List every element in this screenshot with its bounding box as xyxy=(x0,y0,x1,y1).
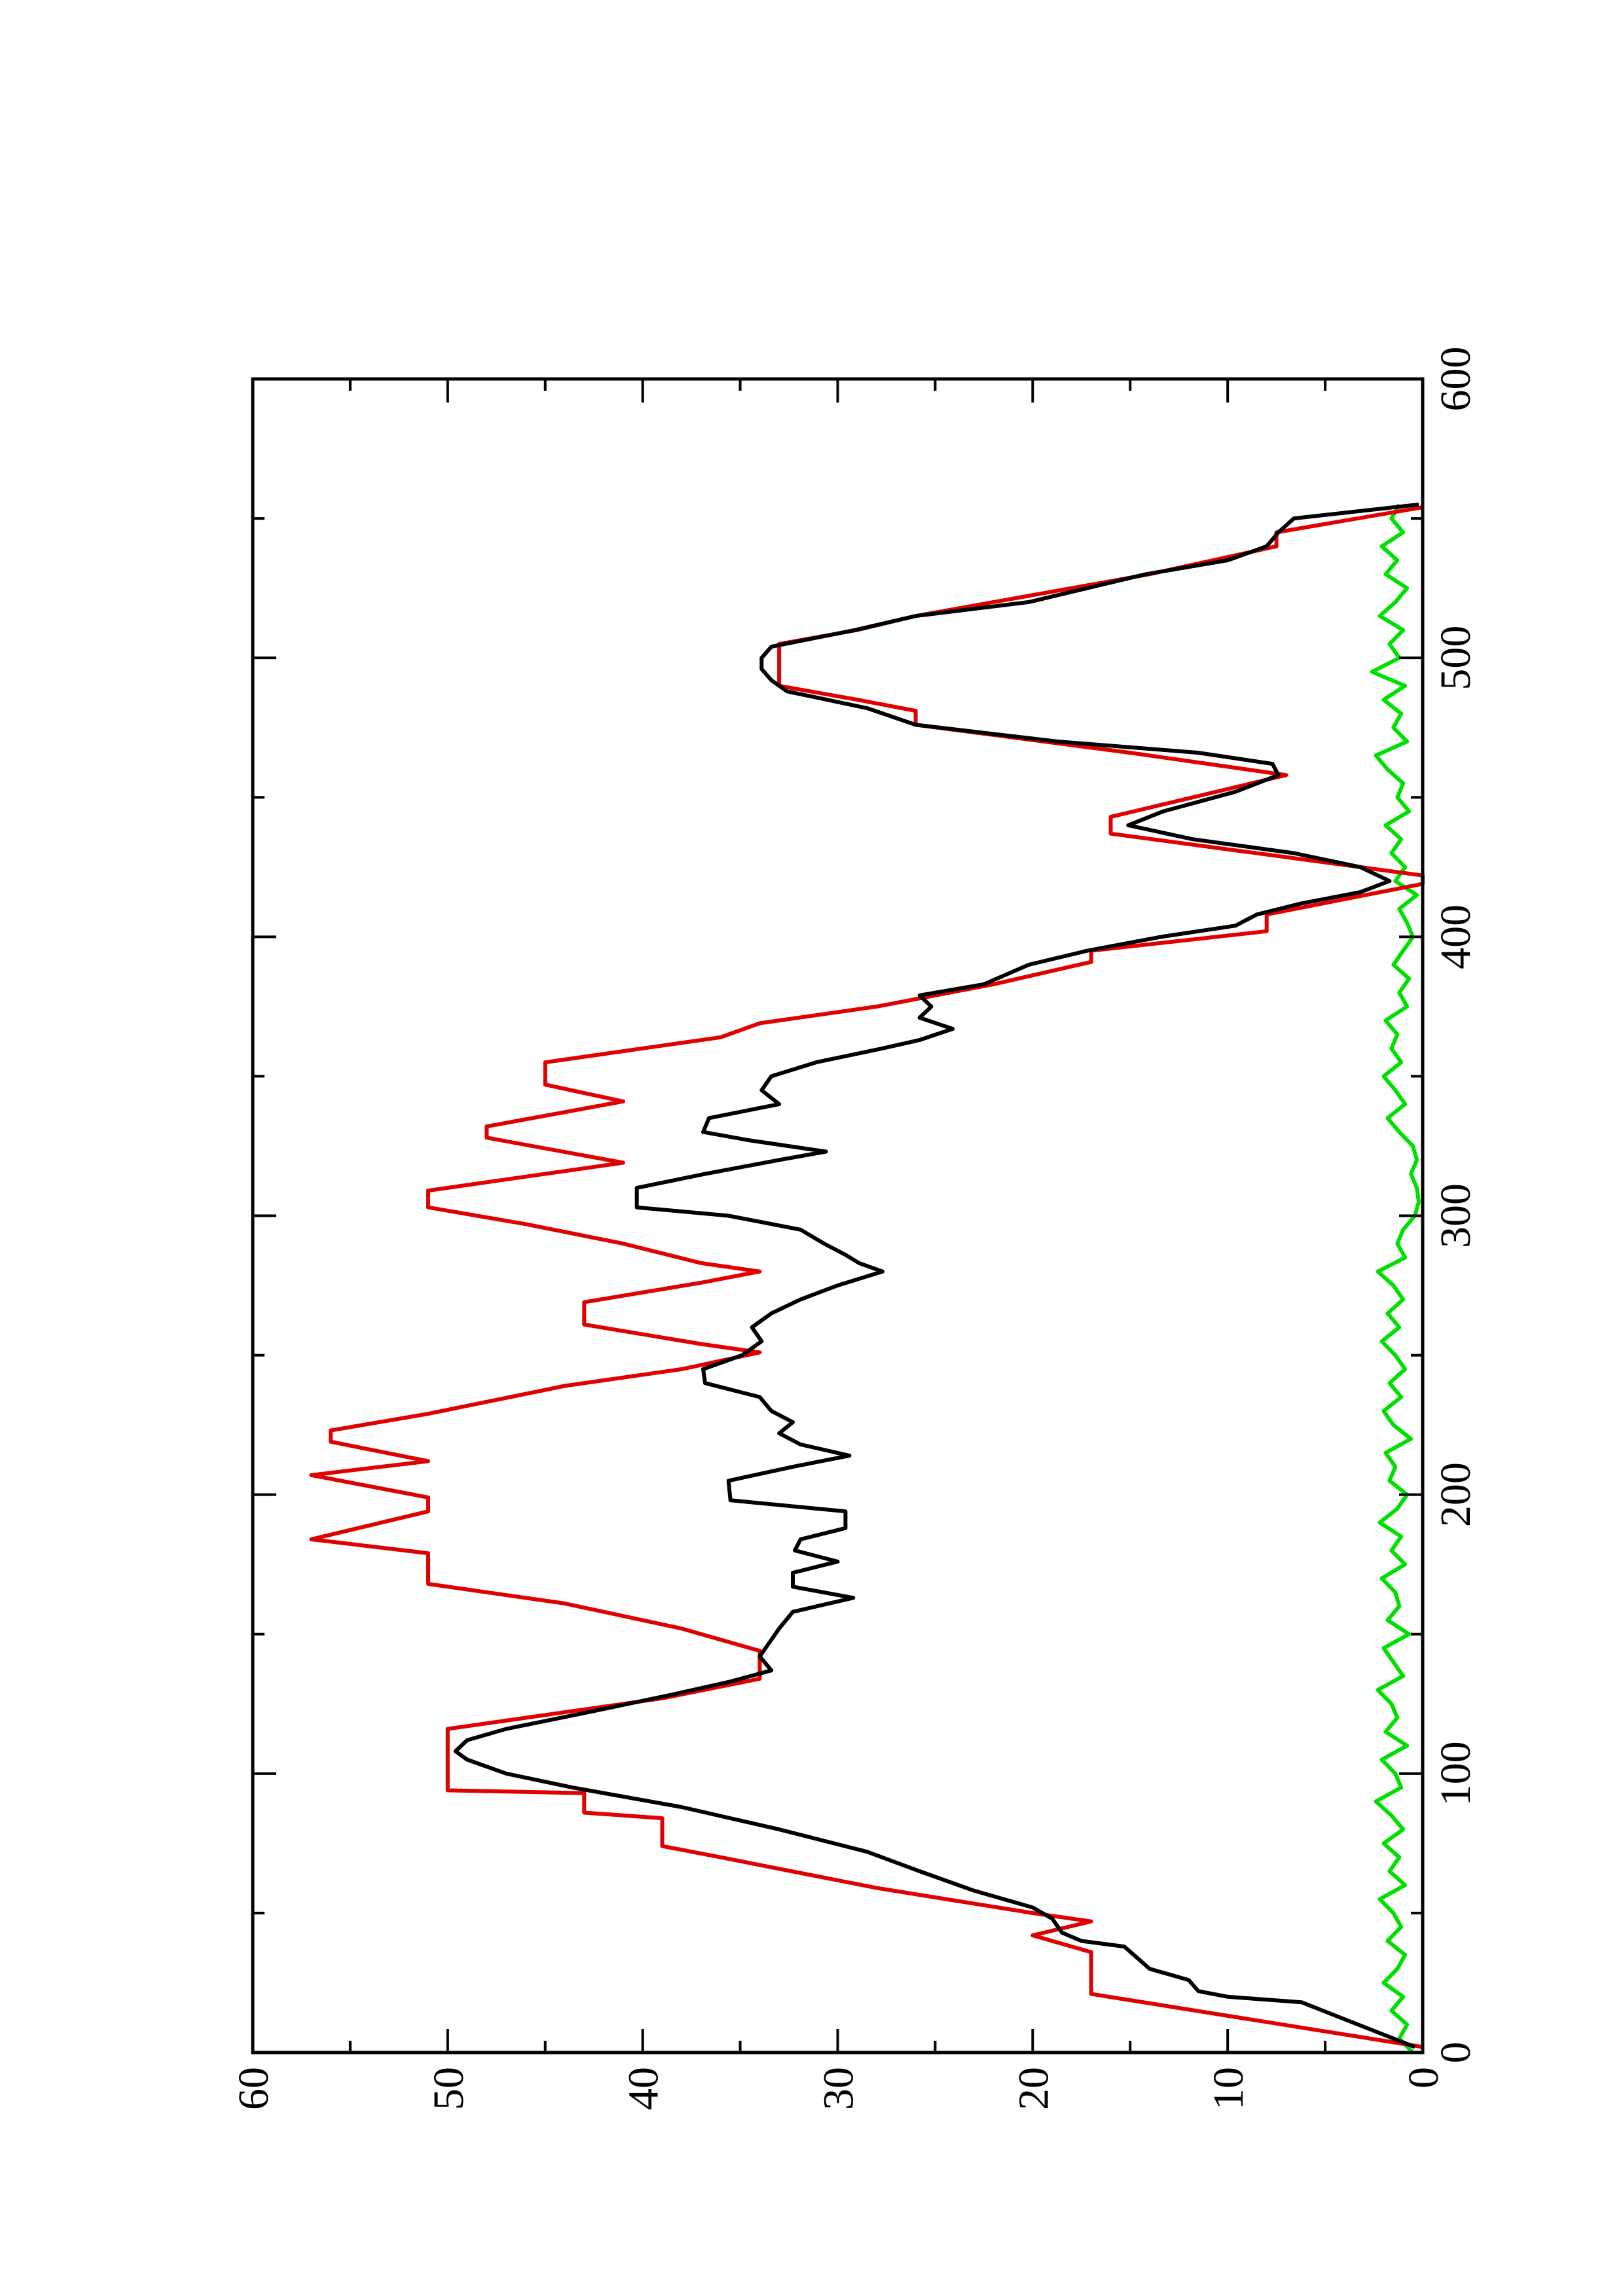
plot-frame xyxy=(251,377,1425,2054)
x-tick-label: 300 xyxy=(1432,1183,1480,1248)
series-line xyxy=(453,502,1419,2049)
x-tick-label: 500 xyxy=(1432,626,1480,691)
x-tick-label: 0 xyxy=(1432,2042,1480,2064)
y-tick-label: 30 xyxy=(815,2067,863,2110)
y-tick-label: 20 xyxy=(1010,2067,1057,2110)
plot: 0 100 200 300 400 500 600 0 10 20 30 40 50 60 xyxy=(230,347,1480,2111)
y-tick-label: 50 xyxy=(425,2067,473,2110)
y-tick-label: 60 xyxy=(230,2067,278,2110)
x-tick-label: 600 xyxy=(1432,347,1480,412)
x-tick-label: 200 xyxy=(1432,1462,1480,1527)
y-tick-label: 10 xyxy=(1205,2067,1252,2110)
x-tick-label: 400 xyxy=(1432,905,1480,969)
x-tick-label: 100 xyxy=(1432,1741,1480,1806)
y-tick-label: 40 xyxy=(620,2067,668,2110)
y-tick-label: 0 xyxy=(1400,2067,1448,2089)
series-line xyxy=(1370,503,1421,2054)
